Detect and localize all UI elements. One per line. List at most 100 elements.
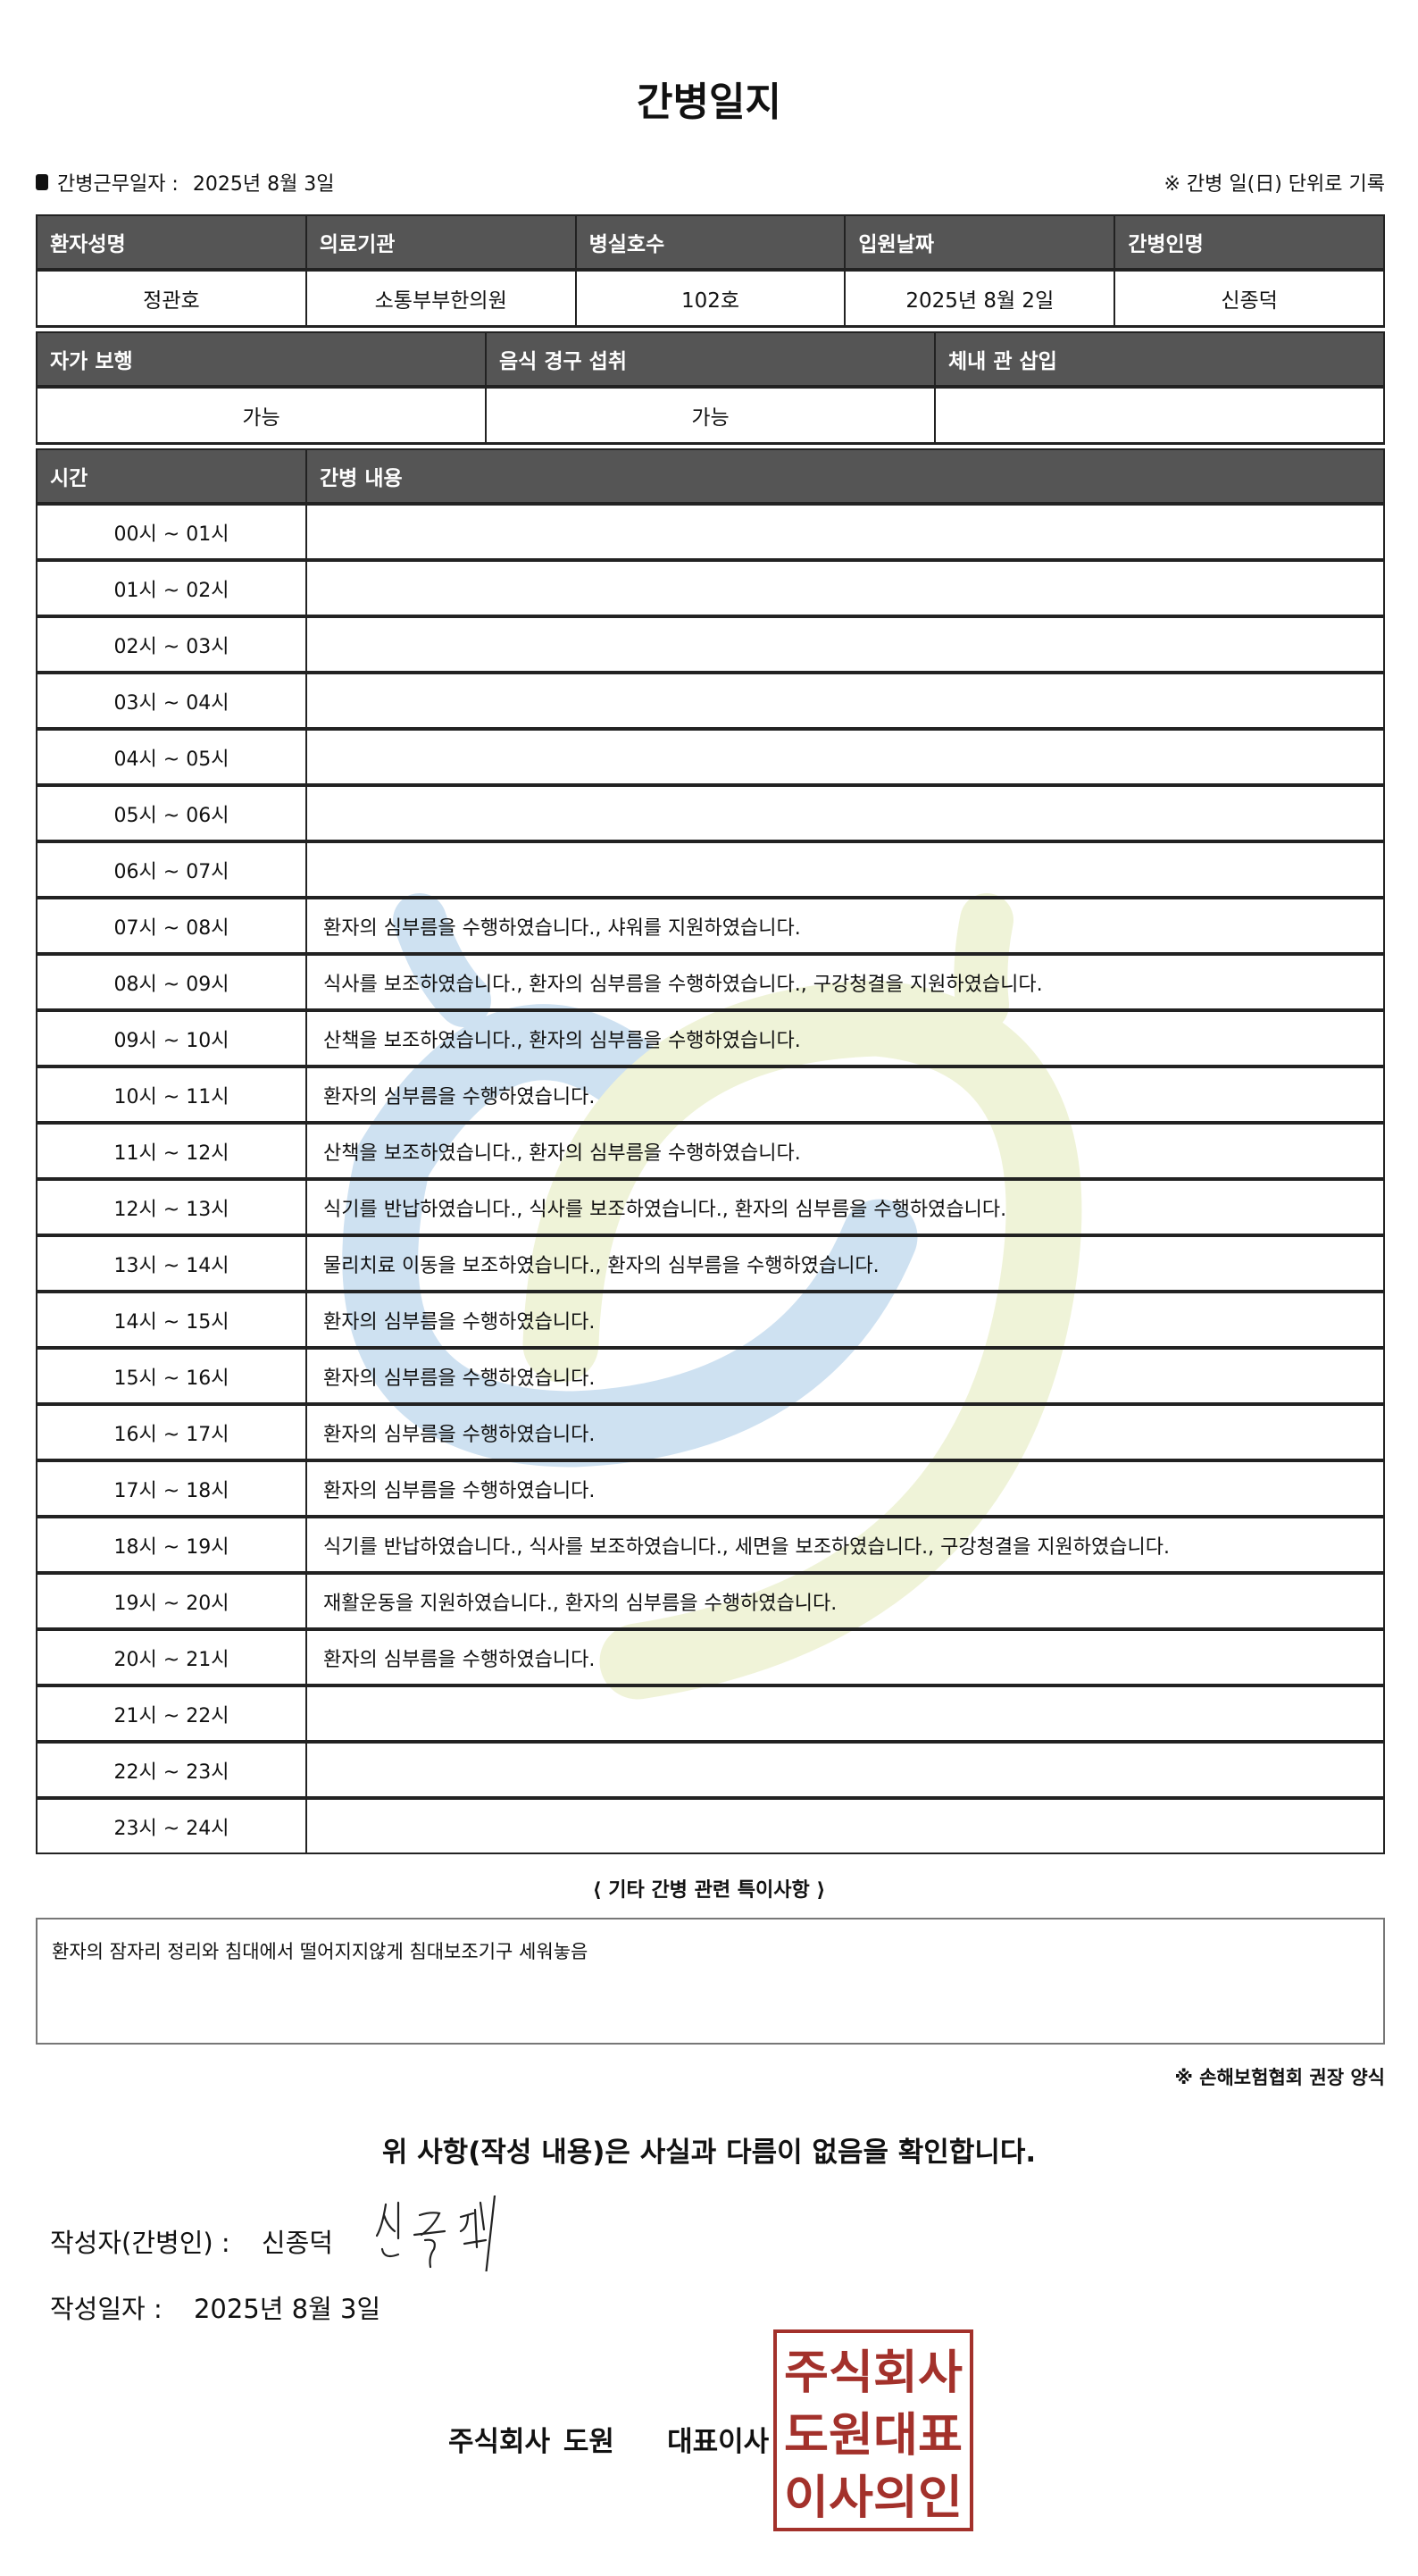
time-slot: 01시 ~ 02시 [36, 558, 307, 617]
time-slot: 17시 ~ 18시 [36, 1459, 307, 1518]
svg-text:도원대표: 도원대표 [784, 2409, 963, 2463]
table-row: 18시 ~ 19시 식기를 반납하였습니다., 식사를 보조하였습니다., 세면을… [36, 1515, 1385, 1574]
care-content [305, 1684, 1385, 1743]
signature [375, 2195, 496, 2271]
care-content: 환자의 심부름을 수행하였습니다. [305, 1627, 1385, 1686]
care-content: 식기를 반납하였습니다., 식사를 보조하였습니다., 세면을 보조하였습니다.… [305, 1515, 1385, 1574]
care-content [305, 671, 1385, 730]
notes-text: 환자의 잠자리 정리와 침대에서 떨어지지않게 침대보조기구 세워놓음 [52, 1941, 588, 1962]
care-content: 환자의 심부름을 수행하였습니다. [305, 1065, 1385, 1124]
patient-table: 환자성명 의료기관 병실호수 입원날짜 간병인명 정관호 소통부부한의원 102… [36, 214, 1385, 328]
care-content [305, 727, 1385, 786]
care-content [305, 840, 1385, 899]
table-row: 13시 ~ 14시 물리치료 이동을 보조하였습니다., 환자의 심부름을 수행하… [36, 1234, 1385, 1292]
care-content: 식기를 반납하였습니다., 식사를 보조하였습니다., 환자의 심부름을 수행하… [305, 1177, 1385, 1236]
table-row: 15시 ~ 16시 환자의 심부름을 수행하였습니다. [36, 1346, 1385, 1405]
write-date-line: 작성일자 : 2025년 8월 3일 [50, 2288, 380, 2326]
care-content [305, 558, 1385, 617]
header-admission-date: 입원날짜 [844, 214, 1116, 272]
time-slot: 23시 ~ 24시 [36, 1796, 307, 1854]
header-patient-name: 환자성명 [36, 214, 307, 272]
table-row: 00시 ~ 01시 [36, 502, 1385, 561]
company-representative: 주식회사 도원 대표이사 [448, 2426, 770, 2458]
table-row: 06시 ~ 07시 [36, 840, 1385, 899]
work-date-value: 2025년 8월 3일 [192, 173, 335, 196]
header-caregiver: 간병인명 [1114, 214, 1385, 272]
care-log-table: 시간 간병 내용 00시 ~ 01시 01시 ~ 02시 02시 ~ 03시 03시 … [36, 448, 1385, 1854]
time-slot: 02시 ~ 03시 [36, 615, 307, 673]
table-row: 16시 ~ 17시 환자의 심부름을 수행하였습니다. [36, 1402, 1385, 1461]
write-date-value: 2025년 8월 3일 [193, 2294, 381, 2324]
table-row: 03시 ~ 04시 [36, 671, 1385, 730]
notes-heading: ⟨ 기타 간병 관련 특이사항 ⟩ [592, 1879, 826, 1902]
hospital: 소통부부한의원 [304, 269, 577, 328]
write-date-label: 작성일자 : [50, 2294, 163, 2324]
time-slot: 14시 ~ 15시 [36, 1290, 307, 1349]
table-row: 20시 ~ 21시 환자의 심부름을 수행하였습니다. [36, 1627, 1385, 1686]
care-content: 식사를 보조하였습니다., 환자의 심부름을 수행하였습니다., 구강청결을 지… [305, 952, 1385, 1011]
care-content: 환자의 심부름을 수행하였습니다. [305, 1290, 1385, 1349]
time-slot: 05시 ~ 06시 [36, 783, 307, 842]
admission-date: 2025년 8월 2일 [844, 269, 1116, 328]
header-content: 간병 내용 [305, 448, 1385, 506]
writer-name: 신종덕 [261, 2228, 333, 2258]
table-row: 12시 ~ 13시 식기를 반납하였습니다., 식사를 보조하였습니다., 환자의… [36, 1177, 1385, 1236]
care-content [305, 1796, 1385, 1854]
patient-name: 정관호 [36, 269, 307, 328]
time-slot: 12시 ~ 13시 [36, 1177, 307, 1236]
time-slot: 20시 ~ 21시 [36, 1627, 307, 1686]
table-row: 08시 ~ 09시 식사를 보조하였습니다., 환자의 심부름을 수행하였습니다.… [36, 952, 1385, 1011]
header-walking: 자가 보행 [36, 331, 487, 389]
table-row: 04시 ~ 05시 [36, 727, 1385, 786]
form-source: ※ 손해보험협회 권장 양식 [1174, 2067, 1385, 2088]
time-slot: 13시 ~ 14시 [36, 1234, 307, 1292]
time-slot: 22시 ~ 23시 [36, 1740, 307, 1799]
time-slot: 11시 ~ 12시 [36, 1121, 307, 1180]
caregiver: 신종덕 [1114, 269, 1385, 328]
time-slot: 08시 ~ 09시 [36, 952, 307, 1011]
table-row: 02시 ~ 03시 [36, 615, 1385, 673]
time-slot: 15시 ~ 16시 [36, 1346, 307, 1405]
time-slot: 09시 ~ 10시 [36, 1008, 307, 1067]
writer-label: 작성자(간병인) : [50, 2228, 230, 2258]
table-row: 23시 ~ 24시 [36, 1796, 1385, 1854]
time-slot: 00시 ~ 01시 [36, 502, 307, 561]
record-note: ※ 간병 일(日) 단위로 기록 [1164, 173, 1386, 196]
header-room: 병실호수 [574, 214, 847, 272]
care-content: 환자의 심부름을 수행하였습니다. [305, 1402, 1385, 1461]
care-content: 환자의 심부름을 수행하였습니다., 샤워를 지원하였습니다. [305, 896, 1385, 955]
table-row: 22시 ~ 23시 [36, 1740, 1385, 1799]
time-slot: 07시 ~ 08시 [36, 896, 307, 955]
table-row: 05시 ~ 06시 [36, 783, 1385, 842]
care-content [305, 783, 1385, 842]
care-content: 재활운동을 지원하였습니다., 환자의 심부름을 수행하였습니다. [305, 1571, 1385, 1630]
page-title: 간병일지 [637, 79, 781, 125]
status-table: 자가 보행 음식 경구 섭취 체내 관 삽입 가능 가능 [36, 331, 1385, 445]
time-slot: 18시 ~ 19시 [36, 1515, 307, 1574]
care-content [305, 1740, 1385, 1799]
writer-line: 작성자(간병인) : 신종덕 [50, 2222, 333, 2260]
table-row: 09시 ~ 10시 산책을 보조하였습니다., 환자의 심부름을 수행하였습니다. [36, 1008, 1385, 1067]
time-slot: 06시 ~ 07시 [36, 840, 307, 899]
care-content: 물리치료 이동을 보조하였습니다., 환자의 심부름을 수행하였습니다. [305, 1234, 1385, 1292]
svg-text:이사의인: 이사의인 [784, 2471, 963, 2525]
header-tube: 체내 관 삽입 [934, 331, 1385, 389]
header-oral-intake: 음식 경구 섭취 [485, 331, 936, 389]
time-slot: 21시 ~ 22시 [36, 1684, 307, 1743]
svg-text:주식회사: 주식회사 [784, 2346, 963, 2400]
care-content: 환자의 심부름을 수행하였습니다. [305, 1346, 1385, 1405]
table-row: 07시 ~ 08시 환자의 심부름을 수행하였습니다., 샤워를 지원하였습니다. [36, 896, 1385, 955]
company-seal: 주식회사 도원대표 이사의인 [773, 2329, 973, 2531]
table-row: 10시 ~ 11시 환자의 심부름을 수행하였습니다. [36, 1065, 1385, 1124]
time-slot: 16시 ~ 17시 [36, 1402, 307, 1461]
table-row: 01시 ~ 02시 [36, 558, 1385, 617]
header-time: 시간 [36, 448, 307, 506]
table-row: 11시 ~ 12시 산책을 보조하였습니다., 환자의 심부름을 수행하였습니다. [36, 1121, 1385, 1180]
table-row: 19시 ~ 20시 재활운동을 지원하였습니다., 환자의 심부름을 수행하였습니… [36, 1571, 1385, 1630]
time-slot: 10시 ~ 11시 [36, 1065, 307, 1124]
care-content [305, 502, 1385, 561]
notes-box: 환자의 잠자리 정리와 침대에서 떨어지지않게 침대보조기구 세워놓음 [36, 1918, 1385, 2045]
time-slot: 03시 ~ 04시 [36, 671, 307, 730]
time-slot: 04시 ~ 05시 [36, 727, 307, 786]
work-date-label: 간병근무일자 : [57, 173, 179, 196]
